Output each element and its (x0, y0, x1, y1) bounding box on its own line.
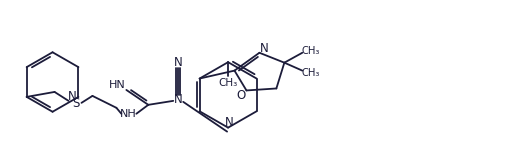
Text: O: O (237, 89, 246, 102)
Text: N: N (174, 93, 183, 106)
Text: S: S (72, 97, 79, 110)
Text: CH₃: CH₃ (301, 46, 320, 56)
Text: N: N (68, 90, 77, 103)
Text: CH₃: CH₃ (219, 78, 238, 88)
Text: N: N (225, 116, 233, 129)
Text: CH₃: CH₃ (301, 68, 320, 78)
Text: N: N (260, 42, 269, 55)
Text: HN: HN (109, 80, 126, 90)
Text: NH: NH (120, 109, 137, 119)
Text: N: N (174, 56, 183, 69)
